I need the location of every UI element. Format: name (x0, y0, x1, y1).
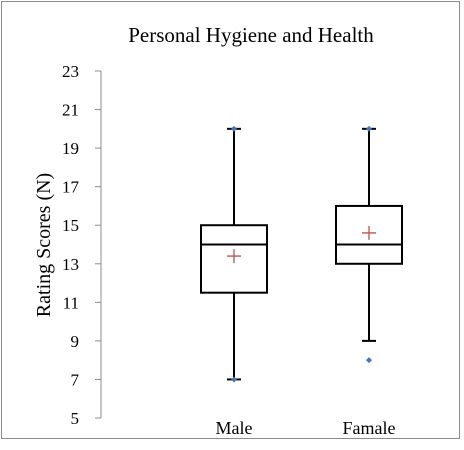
y-tick-label: 15 (62, 216, 79, 235)
y-tick-label: 23 (62, 62, 79, 81)
mean-marker (362, 225, 376, 240)
mean-marker (227, 249, 241, 264)
y-tick-label: 5 (71, 409, 80, 428)
outlier-point (231, 125, 237, 132)
y-axis-label: Rating Scores (N) (33, 173, 55, 317)
outlier-point (366, 357, 372, 364)
box-group (200, 125, 268, 383)
outlier-point (231, 376, 237, 383)
x-category-label: Famale (343, 418, 396, 438)
y-tick-label: 19 (62, 139, 79, 158)
y-tick-label: 9 (71, 332, 80, 351)
outlier-point (366, 125, 372, 132)
chart-title: Personal Hygiene and Health (128, 23, 374, 47)
y-tick-label: 17 (62, 178, 80, 197)
y-tick-label: 7 (71, 370, 80, 389)
y-tick-label: 13 (62, 255, 79, 274)
box-group (335, 125, 403, 364)
y-tick-label: 11 (63, 293, 79, 312)
x-category-label: Male (216, 418, 253, 438)
y-tick-label: 21 (62, 101, 79, 120)
